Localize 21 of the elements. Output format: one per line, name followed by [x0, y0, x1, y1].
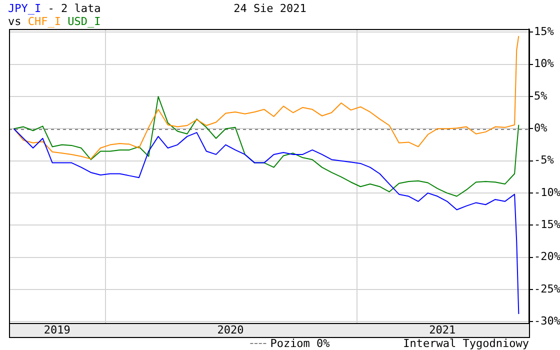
x-tick-label: 2021: [429, 323, 456, 336]
y-tick-label: -25%: [534, 282, 560, 296]
y-tick-label: -10%: [534, 186, 560, 199]
text: vs: [8, 15, 22, 28]
y-tick-label: 15%: [534, 25, 554, 38]
y-tick-label: 5%: [534, 89, 548, 102]
chart-subtitle: 24 Sie 2021: [234, 2, 306, 15]
chart-title: - 2 lata: [46, 2, 101, 15]
x-tick-label: 2020: [217, 323, 244, 336]
text: USD_I: [68, 15, 101, 28]
y-tick-label: -5%: [534, 154, 554, 167]
y-tick-label: -15%: [534, 218, 560, 232]
y-tick-label: 0%: [534, 122, 548, 135]
legend-label: Poziom 0%: [270, 337, 330, 350]
y-tick-label: -20%: [534, 250, 560, 264]
y-tick-label: 10%: [534, 57, 554, 70]
text: CHF_I: [28, 15, 61, 28]
x-tick-label: 2019: [44, 323, 70, 336]
text: Interwal Tygodniowy: [403, 337, 529, 350]
y-tick-label: -30%: [534, 314, 560, 328]
text: JPY_I: [8, 2, 42, 15]
